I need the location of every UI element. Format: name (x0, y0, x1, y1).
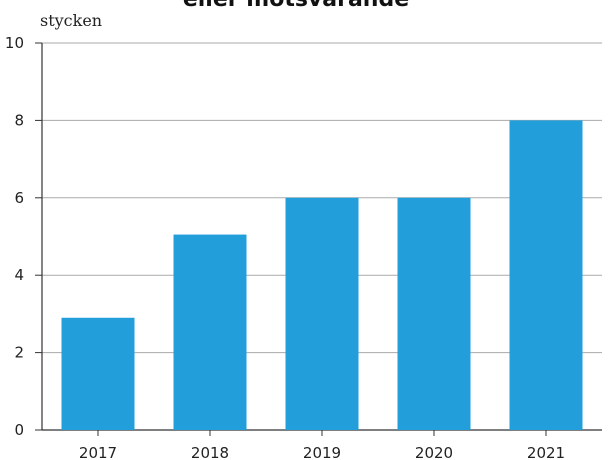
bars (61, 120, 583, 431)
bar-2021 (509, 120, 583, 431)
bar-2017 (61, 317, 135, 430)
x-tick-label: 2017 (79, 444, 117, 460)
bar-2018 (173, 234, 247, 430)
y-tick-label: 4 (14, 266, 24, 284)
y-tick-label: 8 (14, 111, 24, 129)
bar-2020 (397, 197, 471, 430)
y-tick-label: 0 (14, 421, 24, 439)
y-tick-label: 10 (5, 34, 24, 52)
x-tick-label: 2019 (303, 444, 341, 460)
x-axis-ticks: 2017 2018 2019 2020 2021 (79, 430, 565, 460)
bar-2019 (285, 197, 359, 430)
chart-title-fragment: eller motsvarande (183, 0, 409, 12)
x-tick-label: 2020 (415, 444, 453, 460)
y-axis-ticks: 0 2 4 6 8 10 (5, 34, 42, 439)
y-tick-label: 2 (14, 344, 24, 362)
x-tick-label: 2021 (527, 444, 565, 460)
y-unit-label: stycken (40, 11, 102, 30)
y-tick-label: 6 (14, 189, 24, 207)
x-tick-label: 2018 (191, 444, 229, 460)
